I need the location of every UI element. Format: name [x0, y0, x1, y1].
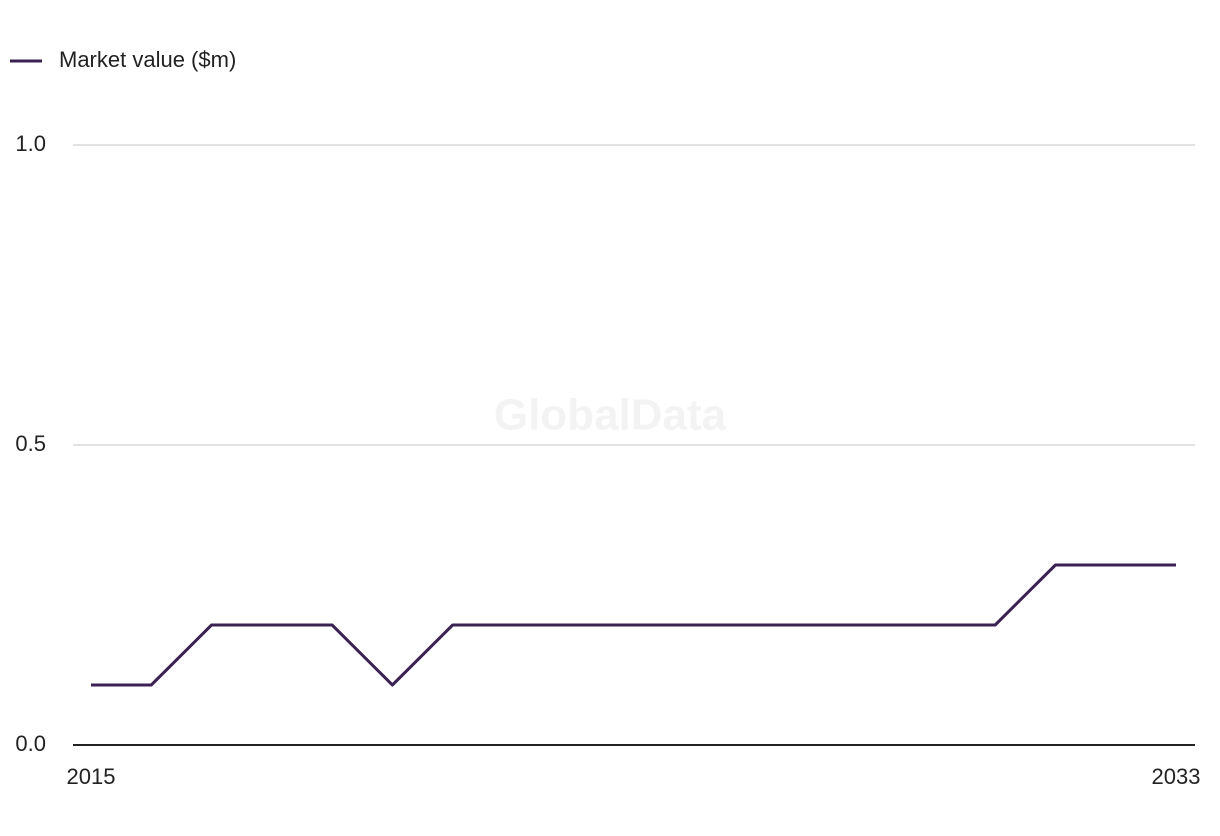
line-series: [91, 563, 1176, 687]
y-tick-label: 0.5: [15, 431, 46, 456]
y-tick-label: 1.0: [15, 131, 46, 156]
x-tick-label: 2015: [67, 764, 116, 789]
legend-label: Market value ($m): [59, 47, 236, 72]
x-tick-label: 2033: [1152, 764, 1201, 789]
y-tick-label: 0.0: [15, 731, 46, 756]
watermark: GlobalData: [494, 391, 727, 440]
